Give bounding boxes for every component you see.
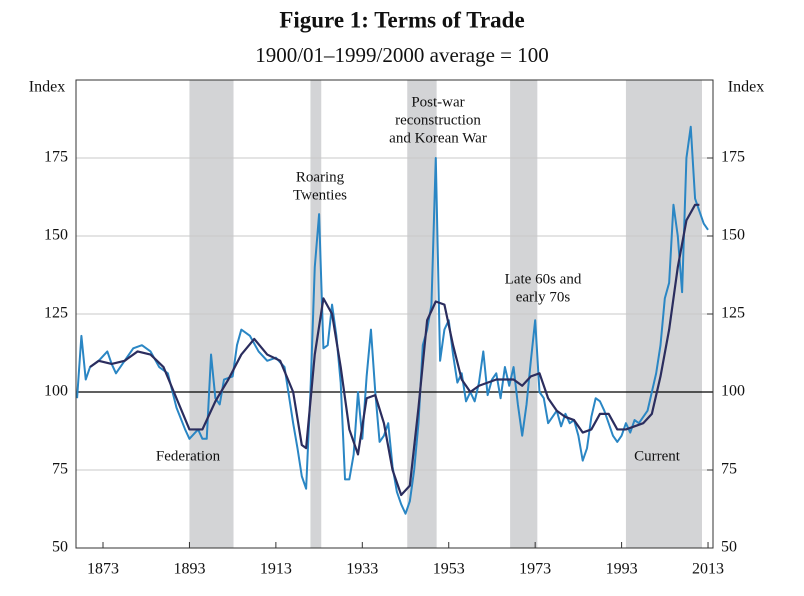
x-tick-label: 1873: [87, 561, 119, 578]
period-label: Roaring: [296, 169, 345, 185]
y-tick-label: 150: [44, 227, 68, 244]
x-tick-label: 1933: [346, 561, 378, 578]
x-tick-label: 1973: [519, 561, 551, 578]
y2-tick-label: 75: [721, 461, 737, 478]
plot-frame: [75, 79, 714, 549]
series-line: [89, 203, 700, 497]
x-tick-label: 1993: [606, 561, 638, 578]
chart-subtitle: 1900/01–1999/2000 average = 100: [255, 43, 549, 67]
y-tick-label: 50: [52, 539, 68, 556]
y-axis-label: Index: [29, 79, 65, 96]
x-tick-label: 1893: [173, 561, 205, 578]
period-label: Federation: [156, 448, 221, 464]
y-tick-label: 75: [52, 461, 68, 478]
period-label: reconstruction: [395, 112, 481, 128]
period-label: Twenties: [293, 187, 347, 203]
y2-tick-label: 150: [721, 227, 745, 244]
y2-tick-label: 50: [721, 539, 737, 556]
y-tick-label: 100: [44, 383, 68, 400]
x-tick-label: 1913: [260, 561, 292, 578]
period-label: and Korean War: [389, 130, 487, 146]
x-tick-label: 2013: [692, 561, 724, 578]
period-label: Late 60s and: [505, 271, 582, 287]
period-label: early 70s: [516, 289, 571, 305]
period-label: Current: [634, 448, 681, 464]
y2-tick-label: 125: [721, 305, 745, 322]
y2-tick-label: 100: [721, 383, 745, 400]
period-label: Post-war: [411, 94, 464, 110]
y2-axis-label: Index: [728, 79, 764, 96]
x-tick-label: 1953: [433, 561, 465, 578]
chart-title: Figure 1: Terms of Trade: [279, 7, 524, 32]
y-tick-label: 125: [44, 305, 68, 322]
y2-tick-label: 175: [721, 149, 745, 166]
y-tick-label: 175: [44, 149, 68, 166]
